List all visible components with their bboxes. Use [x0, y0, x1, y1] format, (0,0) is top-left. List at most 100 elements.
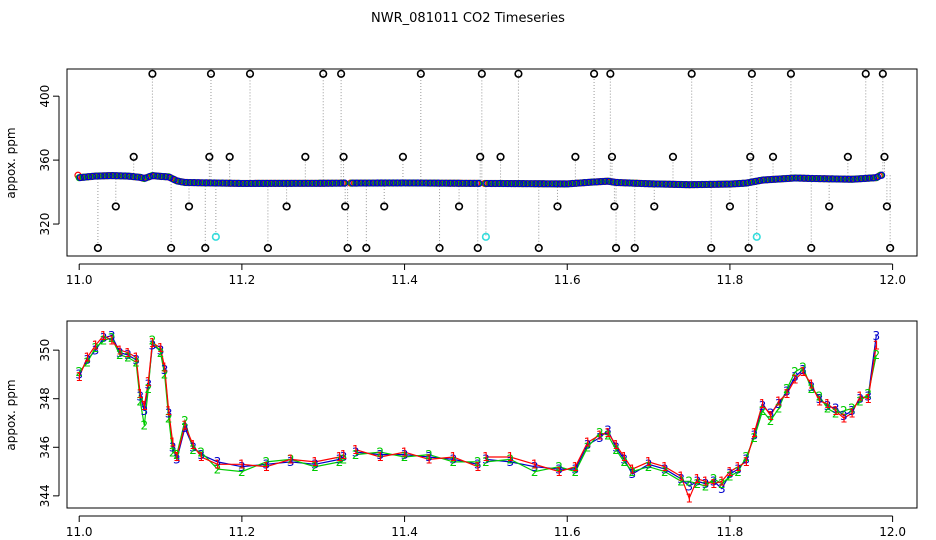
baseline-point [328, 179, 337, 187]
series-1-marker: 1 [832, 404, 840, 418]
baseline-point [316, 179, 324, 187]
baseline-point [686, 181, 695, 189]
series-1-marker: 1 [376, 450, 384, 464]
baseline-point [747, 178, 756, 186]
series-3-marker: 3 [645, 457, 653, 471]
series-2-marker: 2 [169, 445, 177, 459]
series-2-marker: 2 [726, 470, 734, 484]
baseline-point [215, 179, 223, 187]
outlier-point [129, 152, 138, 162]
bottom-x-tick-label: 12.0 [879, 525, 906, 539]
series-1-marker: 1 [726, 465, 734, 479]
series-2-marker: 2 [816, 389, 824, 403]
baseline-point [182, 178, 190, 187]
baseline-point [812, 174, 821, 183]
outlier-point [301, 152, 310, 162]
series-2-marker: 2 [136, 394, 144, 408]
baseline-point [162, 173, 170, 181]
series-2-marker: 2 [832, 406, 840, 420]
baseline-point [109, 172, 117, 180]
series-3-marker: 3 [100, 331, 108, 345]
baseline-point [150, 172, 158, 180]
baseline-point [219, 179, 227, 187]
series-3-marker: 3 [116, 346, 124, 360]
baseline-point [507, 179, 516, 188]
series-1-marker: 1 [816, 394, 824, 408]
outlier-point [282, 202, 291, 211]
baseline-point [308, 179, 316, 187]
outlier-point [768, 152, 778, 162]
series-3-marker: 3 [628, 467, 636, 481]
series-1-marker: 1 [132, 351, 140, 365]
series-2-marker: 2 [799, 360, 807, 374]
series-3-marker: 3 [352, 445, 360, 459]
baseline-point [402, 179, 410, 187]
baseline-point [642, 180, 650, 188]
baseline-point [617, 179, 625, 187]
series-2-marker: 2 [759, 404, 767, 418]
baseline-point [808, 174, 817, 183]
baseline-point [385, 179, 394, 187]
baseline-point [633, 179, 642, 187]
baseline-point [263, 179, 272, 187]
outlier-point [707, 243, 716, 253]
top-x-tick-label: 11.2 [229, 273, 256, 287]
series-1-marker: 1 [238, 457, 246, 471]
series-3-marker: 3 [726, 467, 734, 481]
baseline-point [695, 180, 703, 189]
outlier-point [225, 152, 234, 162]
series-1-marker: 1 [482, 450, 490, 464]
baseline-point [463, 179, 471, 187]
series-2-marker: 2 [718, 477, 726, 491]
series-1-marker: 1 [742, 455, 750, 469]
outlier-point [380, 202, 389, 211]
baseline-point [272, 179, 280, 187]
outlier-point [111, 202, 120, 211]
series-2-marker: 2 [352, 448, 360, 462]
baseline-point [841, 175, 849, 183]
series-1-marker: 1 [169, 436, 177, 450]
baseline-point [312, 179, 320, 187]
outlier-point [843, 152, 852, 162]
series-2-marker: 2 [311, 460, 319, 474]
series-2-marker: 2 [92, 341, 100, 355]
baseline-point [357, 179, 365, 187]
series-3-marker: 3 [710, 474, 718, 488]
baseline-point [878, 171, 886, 179]
cyan-outlier-point [752, 232, 761, 241]
series-2-marker: 2 [734, 465, 742, 479]
series-2-marker: 2 [584, 440, 592, 454]
series-1-marker: 1 [124, 346, 132, 360]
series-1-marker: 1 [214, 457, 222, 471]
baseline-point [678, 180, 686, 189]
series-1-marker: 1 [848, 406, 856, 420]
series-3-marker: 3 [840, 409, 848, 423]
outlier-point [746, 152, 755, 162]
series-2-marker: 2 [340, 453, 348, 467]
series-3-marker: 3 [807, 380, 815, 394]
baseline-point [333, 179, 341, 187]
series-1-marker: 1 [572, 460, 580, 474]
baseline-point [296, 179, 304, 187]
series-1-line [78, 334, 877, 500]
baseline-point [548, 180, 556, 188]
outlier-point [362, 243, 371, 253]
series-1-marker: 1 [262, 460, 270, 474]
baseline-point [455, 179, 463, 187]
baseline-point [442, 179, 451, 187]
series-2-marker: 2 [873, 348, 881, 362]
series-2-marker: 2 [84, 355, 92, 369]
baseline-point [320, 179, 329, 187]
series-1-marker: 1 [149, 336, 157, 350]
series-1-marker: 1 [352, 443, 360, 457]
series-3-marker: 3 [767, 406, 775, 420]
series-3-marker: 3 [340, 450, 348, 464]
baseline-point [113, 172, 121, 180]
series-3-marker: 3 [506, 455, 514, 469]
series-2-marker: 2 [116, 348, 124, 362]
baseline-point [735, 179, 743, 188]
baseline-point [89, 172, 97, 180]
series-1-marker: 1 [856, 389, 864, 403]
outlier-point [263, 243, 273, 253]
